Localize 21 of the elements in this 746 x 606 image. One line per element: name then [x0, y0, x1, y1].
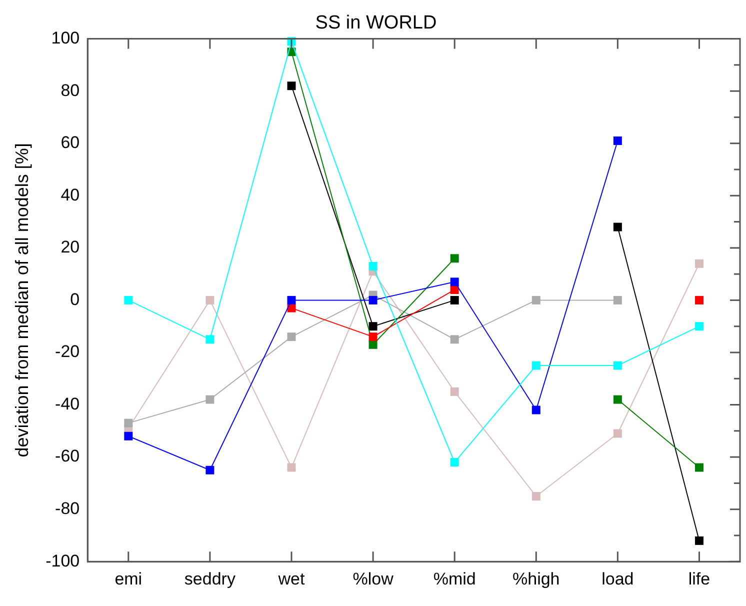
chart-title: SS in WORLD: [315, 12, 437, 34]
y-tick-label: 100: [51, 28, 80, 48]
x-tick-label: load: [602, 569, 634, 588]
x-tick-label: seddry: [184, 569, 236, 588]
y-tick-label: 20: [60, 238, 80, 257]
y-tick-label: -40: [55, 394, 80, 414]
x-tick-label: %mid: [433, 569, 476, 588]
y-tick-label: -80: [55, 499, 80, 518]
y-tick-label: -60: [55, 446, 80, 466]
y-tick-label: -20: [55, 342, 80, 362]
x-tick-label: %high: [512, 569, 560, 588]
y-tick-label: -100: [46, 551, 80, 570]
x-tick-label: emi: [114, 569, 142, 588]
x-tick-label: life: [688, 569, 710, 588]
y-axis-title: deviation from median of all models [%]: [12, 143, 32, 458]
y-tick-label: 0: [70, 290, 80, 309]
y-tick-label: 80: [60, 80, 80, 100]
y-tick-label: 40: [60, 185, 80, 204]
y-tick-label: 60: [60, 133, 80, 152]
x-tick-label: wet: [277, 569, 305, 588]
x-tick-label: %low: [352, 569, 394, 588]
